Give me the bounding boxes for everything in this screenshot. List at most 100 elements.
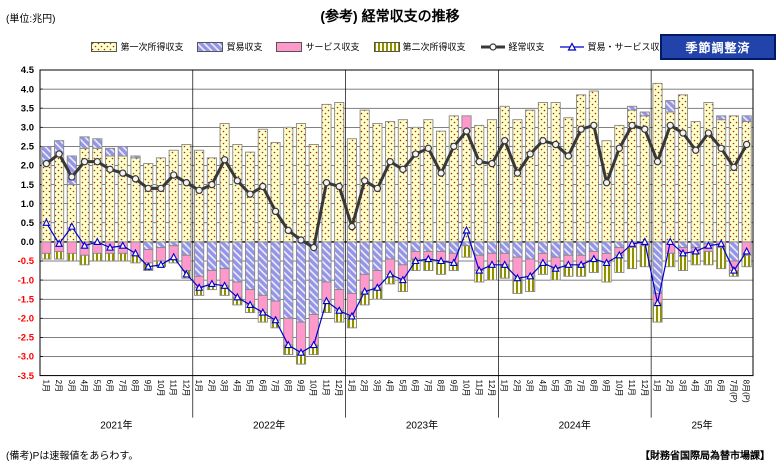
svg-text:10月: 10月 [614,380,623,397]
legend-item-3: 第二次所得収支 [373,40,466,53]
svg-text:2月: 2月 [54,380,63,392]
chart-legend: 第一次所得収支 貿易収支 サービス収支 第二次所得収支 経常収支 貿易・サービス収支 [91,40,669,53]
svg-text:-1.5: -1.5 [18,294,35,305]
svg-text:0.0: 0.0 [21,237,34,248]
svg-text:8月: 8月 [589,380,598,392]
svg-text:11月: 11月 [627,380,636,396]
svg-text:25年: 25年 [692,419,713,432]
svg-text:-1.0: -1.0 [18,275,34,286]
svg-text:4.0: 4.0 [21,84,34,95]
svg-text:3月: 3月 [220,380,229,392]
svg-text:-2.5: -2.5 [18,333,35,344]
legend-label: 貿易・サービス収支 [587,42,669,52]
svg-text:1月: 1月 [500,380,509,392]
legend-label: 経常収支 [508,42,545,52]
svg-text:3月: 3月 [525,380,534,392]
unit-label: (単位:兆円) [6,14,56,25]
svg-text:5月: 5月 [551,380,560,392]
svg-text:10月: 10月 [309,380,318,397]
svg-text:7月(P): 7月(P) [729,380,738,403]
svg-text:2.0: 2.0 [21,161,34,172]
svg-text:-2.0: -2.0 [18,314,34,325]
svg-text:2月: 2月 [360,380,369,392]
svg-text:-0.5: -0.5 [18,256,35,267]
svg-text:4月: 4月 [232,380,241,392]
svg-text:12月: 12月 [640,380,649,397]
svg-text:10月: 10月 [156,380,165,397]
svg-text:5月: 5月 [245,380,254,392]
svg-text:12月: 12月 [487,380,496,397]
chart-canvas: 4.5 4.0 3.5 3.0 2.5 2.0 1.5 1.0 0.5 0.0 -0.5 -1.0 -1… [18,65,754,432]
svg-text:7月: 7月 [576,380,585,392]
footer-credit: 【財務省国際局為替市場課】 [640,451,770,462]
svg-text:9月: 9月 [449,380,458,392]
svg-text:3月: 3月 [678,380,687,392]
svg-text:10月: 10月 [462,380,471,397]
svg-text:8月: 8月 [283,380,292,392]
svg-text:5月: 5月 [92,380,101,392]
legend-item-4: 経常収支 [480,40,545,53]
svg-text:4月: 4月 [385,380,394,392]
svg-text:3月: 3月 [67,380,76,392]
svg-text:8月: 8月 [436,380,445,392]
footer-note: (備考)Pは速報値をあらわす。 [6,451,139,462]
svg-text:6月: 6月 [258,380,267,392]
svg-text:3.0: 3.0 [21,123,34,134]
legend-swatch-diag-blue [197,41,224,52]
svg-text:5月: 5月 [398,380,407,392]
svg-text:9月: 9月 [602,380,611,392]
svg-text:2023年: 2023年 [406,419,438,432]
svg-text:4月: 4月 [691,380,700,392]
legend-item-2: サービス収支 [276,40,360,53]
legend-label: 貿易収支 [226,42,263,52]
svg-text:1月: 1月 [347,380,356,392]
seasonally-adjusted-badge: 季節調整済 [660,34,776,60]
legend-item-5: 貿易・サービス収支 [559,40,669,53]
svg-text:2.5: 2.5 [21,142,35,153]
svg-text:11月: 11月 [321,380,330,396]
svg-text:11月: 11月 [474,380,483,396]
svg-text:1.0: 1.0 [21,199,34,210]
svg-text:3月: 3月 [372,380,381,392]
legend-swatch-vstripe-olive [373,41,400,52]
svg-text:7月: 7月 [118,380,127,392]
svg-text:7月: 7月 [271,380,280,392]
legend-swatch-line-triangle [559,41,584,51]
page-title: (参考) 経常収支の推移 [320,8,460,24]
svg-text:4月: 4月 [80,380,89,392]
svg-text:6月: 6月 [411,380,420,392]
legend-label: 第一次所得収支 [120,42,184,52]
svg-text:1月: 1月 [653,380,662,392]
svg-text:6月: 6月 [105,380,114,392]
legend-swatch-solid-pink [276,41,303,52]
svg-text:2024年: 2024年 [559,419,591,432]
svg-text:1月: 1月 [41,380,50,392]
legend-label: サービス収支 [305,42,360,52]
svg-text:9月: 9月 [143,380,152,392]
svg-text:1.5: 1.5 [21,180,35,191]
svg-text:3.5: 3.5 [21,103,35,114]
legend-item-0: 第一次所得収支 [91,40,183,53]
svg-text:9月: 9月 [296,380,305,392]
legend-swatch-line-circle [480,42,505,51]
chart-area: 4.5 4.0 3.5 3.0 2.5 2.0 1.5 1.0 0.5 0.0 -0.5 -1.0 -1… [0,58,780,441]
svg-text:2月: 2月 [207,380,216,392]
svg-text:0.5: 0.5 [21,218,35,229]
svg-text:4月: 4月 [538,380,547,392]
svg-text:8月(P): 8月(P) [742,380,751,403]
svg-text:-3.5: -3.5 [18,371,35,382]
svg-text:-3.0: -3.0 [18,352,34,363]
svg-text:1月: 1月 [194,380,203,392]
svg-text:5月: 5月 [703,380,712,392]
svg-text:4.5: 4.5 [21,65,35,76]
svg-text:2月: 2月 [665,380,674,392]
svg-text:6月: 6月 [716,380,725,392]
legend-label: 第二次所得収支 [402,42,466,52]
svg-text:2022年: 2022年 [253,419,285,432]
svg-text:11月: 11月 [169,380,178,396]
svg-text:2月: 2月 [512,380,521,392]
legend-swatch-dots-yellow [91,41,118,52]
svg-text:12月: 12月 [334,380,343,397]
legend-item-1: 貿易収支 [197,40,262,53]
svg-text:12月: 12月 [181,380,190,397]
